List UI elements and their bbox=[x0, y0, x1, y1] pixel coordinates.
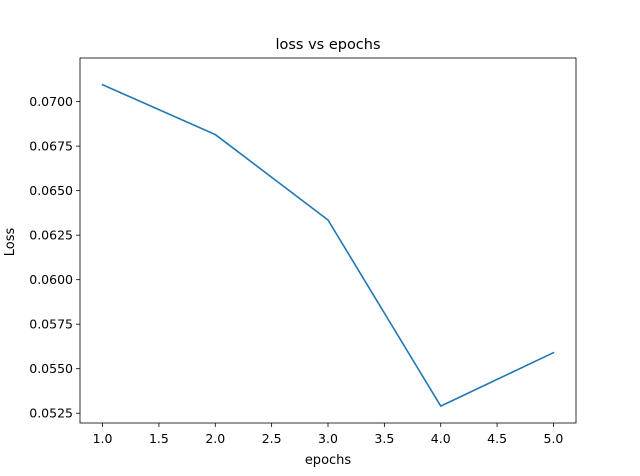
y-tick-label: 0.0575 bbox=[29, 317, 73, 332]
loss-series-line bbox=[101, 83, 555, 407]
series-layer bbox=[101, 83, 555, 407]
x-tick-label: 2.0 bbox=[205, 431, 225, 446]
y-axis-ticks: 0.0525 0.0550 0.0575 0.0600 0.0625 0.0650 0.06… bbox=[29, 94, 80, 421]
x-tick-label: 4.5 bbox=[487, 431, 507, 446]
x-tick-label: 1.5 bbox=[149, 431, 169, 446]
y-axis-label: Loss bbox=[3, 228, 18, 257]
x-tick-label: 1.0 bbox=[93, 431, 113, 446]
x-tick-label: 3.0 bbox=[318, 431, 338, 446]
y-tick-label: 0.0675 bbox=[29, 139, 73, 154]
x-tick-label: 3.5 bbox=[374, 431, 394, 446]
x-tick-label: 5.0 bbox=[544, 431, 564, 446]
y-tick-label: 0.0700 bbox=[29, 94, 73, 109]
plot-area bbox=[80, 58, 576, 423]
y-tick-label: 0.0550 bbox=[29, 361, 73, 376]
chart-title: loss vs epochs bbox=[275, 37, 380, 53]
x-tick-label: 2.5 bbox=[262, 431, 282, 446]
y-tick-label: 0.0625 bbox=[29, 228, 73, 243]
x-tick-label: 4.0 bbox=[431, 431, 451, 446]
y-tick-label: 0.0650 bbox=[29, 183, 73, 198]
y-tick-label: 0.0525 bbox=[29, 406, 73, 421]
y-tick-label: 0.0600 bbox=[29, 272, 73, 287]
plot-frame bbox=[79, 57, 577, 424]
x-axis-label: epochs bbox=[305, 453, 352, 468]
x-axis-ticks: 1.0 1.5 2.0 2.5 3.0 3.5 4.0 4.5 5.0 bbox=[93, 423, 564, 446]
